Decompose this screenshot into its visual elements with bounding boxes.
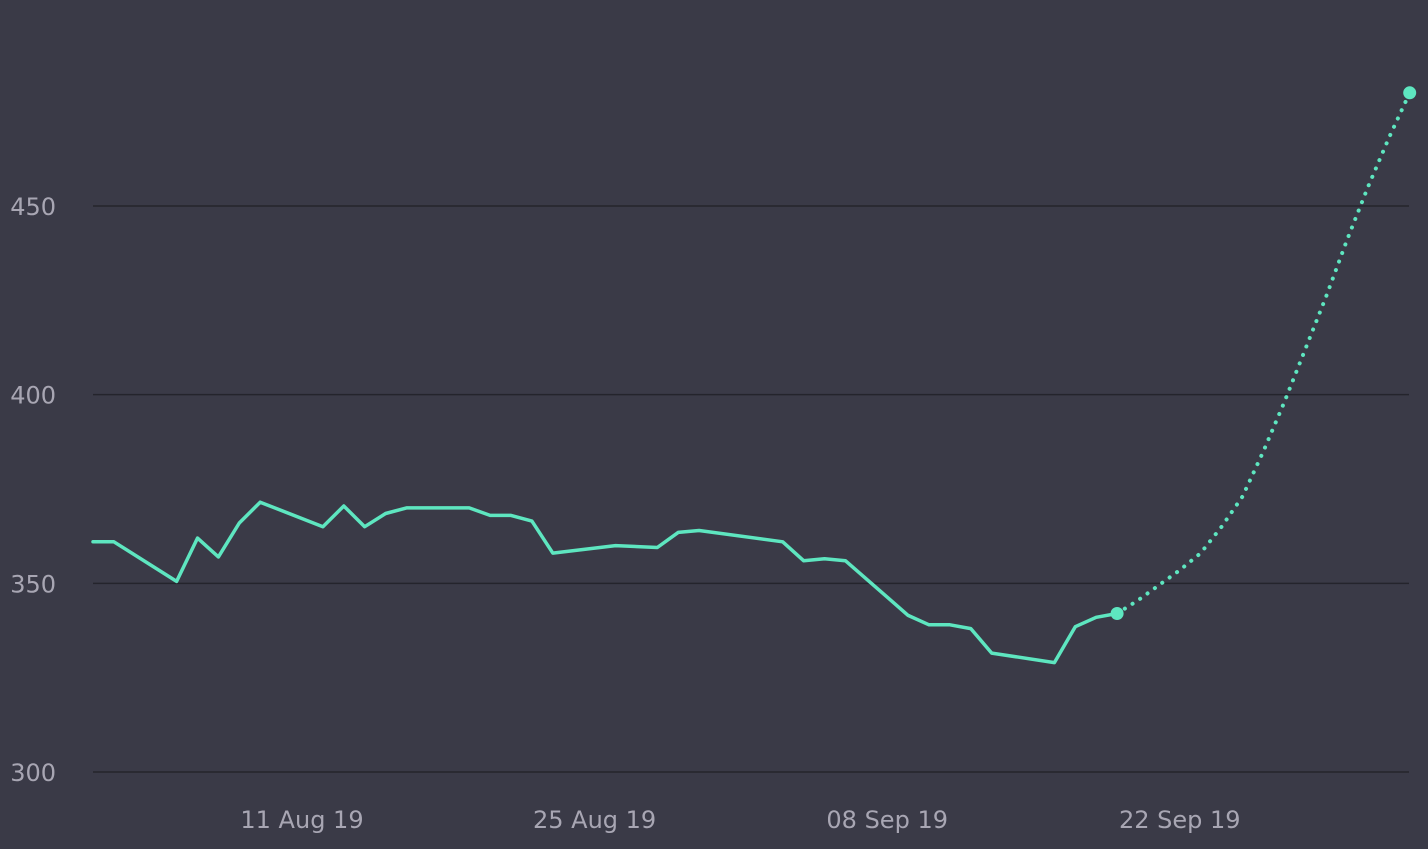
- y-tick-label-300: 300: [10, 759, 56, 787]
- y-tick-label-350: 350: [10, 570, 56, 598]
- data-point-marker-0: [1110, 607, 1124, 621]
- x-tick-label-2019-08-25: 25 Aug 19: [533, 806, 656, 834]
- y-tick-label-400: 400: [10, 382, 56, 410]
- x-tick-label-2019-09-22: 22 Sep 19: [1119, 806, 1241, 834]
- y-tick-label-450: 450: [10, 193, 56, 221]
- price-line-solid: [91, 500, 1119, 665]
- x-tick-label-2019-09-08: 08 Sep 19: [826, 806, 948, 834]
- x-tick-label-2019-08-11: 11 Aug 19: [240, 806, 363, 834]
- forecast-line-dotted: [1115, 90, 1412, 616]
- data-point-marker-1: [1403, 86, 1417, 100]
